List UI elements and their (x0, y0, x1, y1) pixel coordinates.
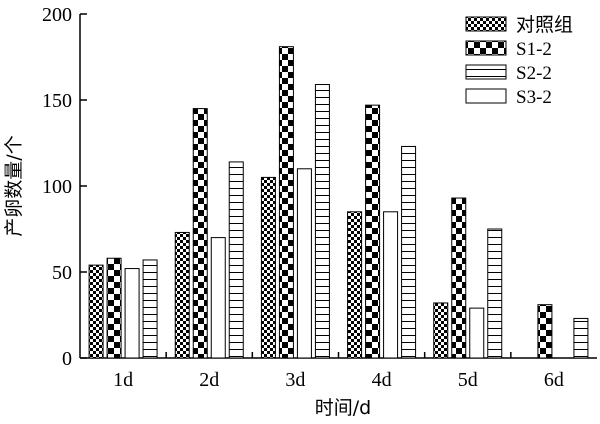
bar-4d-S2-2 (401, 145, 417, 359)
bars (88, 46, 589, 359)
bar-4d-S3-2 (383, 211, 399, 359)
x-axis-label: 时间/d (315, 397, 371, 419)
x-tick-label: 3d (285, 369, 305, 391)
bar-3d-S1-2 (278, 46, 294, 359)
bar-3d-S2-2 (314, 84, 330, 359)
x-tick-label: 6d (544, 369, 564, 391)
bar-5d-S1-2 (451, 197, 467, 359)
bar-1d-S3-2 (124, 268, 140, 359)
y-axis-label: 产卵数量/个 (3, 135, 25, 236)
legend-swatch (465, 64, 507, 80)
bar-2d-对照组 (174, 231, 190, 359)
x-tick-label: 2d (199, 369, 219, 391)
legend-swatch (465, 40, 507, 56)
bar-2d-S1-2 (192, 108, 208, 359)
bar-5d-S3-2 (469, 307, 485, 359)
legend-label: 对照组 (516, 14, 573, 36)
x-tick-label: 5d (458, 369, 478, 391)
legend-swatch (465, 88, 507, 104)
x-tick-label: 1d (113, 369, 133, 391)
bar-5d-S2-2 (487, 228, 503, 359)
y-tick-label: 200 (42, 4, 72, 26)
y-tick-label: 50 (52, 262, 72, 284)
y-tick-label: 0 (62, 348, 72, 370)
x-tick-label: 4d (372, 369, 392, 391)
y-tick-label: 100 (42, 176, 72, 198)
legend: 对照组 S1-2 S2-2 S3-2 (465, 14, 573, 108)
bar-5d-对照组 (433, 302, 449, 359)
bar-1d-S2-2 (142, 259, 158, 359)
legend-label: S2-2 (516, 63, 552, 84)
legend-label: S3-2 (516, 87, 552, 108)
bar-3d-S3-2 (296, 168, 312, 359)
bar-3d-对照组 (260, 176, 276, 359)
legend-label: S1-2 (516, 39, 552, 60)
bar-4d-S1-2 (365, 104, 381, 359)
bar-2d-S2-2 (228, 161, 244, 359)
axes: 0 50 100 150 200 1d 2d 3d 4d 5d 6d (42, 4, 597, 391)
axis-labels: 产卵数量/个 时间/d (3, 135, 371, 419)
bar-6d-S1-2 (537, 304, 553, 359)
legend-swatch (465, 16, 507, 32)
y-tick-label: 150 (42, 90, 72, 112)
bar-2d-S3-2 (210, 237, 226, 359)
bar-1d-对照组 (88, 264, 104, 359)
bar-4d-对照组 (347, 211, 363, 359)
bar-6d-S2-2 (573, 317, 589, 359)
bar-1d-S1-2 (106, 257, 122, 359)
